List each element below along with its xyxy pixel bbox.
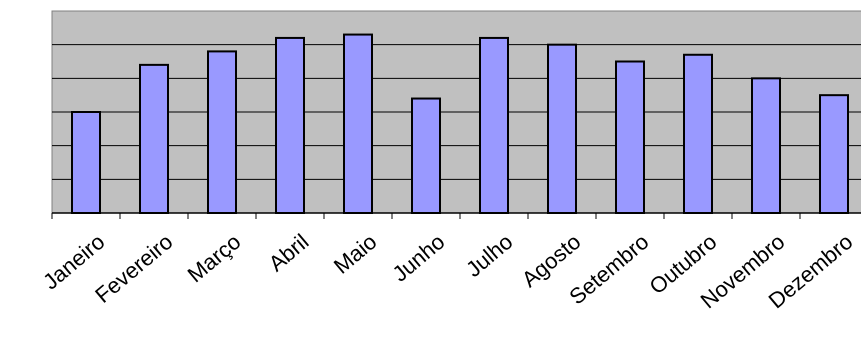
bar-julho bbox=[479, 36, 509, 214]
x-tick-label: Maio bbox=[329, 229, 382, 279]
bar-novembro bbox=[751, 77, 781, 215]
x-tick-label: Março bbox=[183, 229, 246, 287]
x-tick-label: Junho bbox=[388, 229, 450, 287]
x-tick-label: Julho bbox=[461, 229, 517, 282]
bar-outubro bbox=[683, 53, 713, 215]
x-tick-label: Abril bbox=[264, 229, 314, 276]
bar-abril bbox=[275, 36, 305, 214]
x-axis-ticks bbox=[51, 213, 801, 219]
bar-junho bbox=[411, 97, 441, 214]
bar-setembro bbox=[615, 60, 645, 214]
bar-janeiro bbox=[71, 111, 101, 214]
bars bbox=[71, 33, 849, 215]
bar-maio bbox=[343, 33, 373, 214]
gridlines bbox=[52, 44, 861, 180]
bar-março bbox=[207, 50, 237, 215]
bar-dezembro bbox=[819, 94, 849, 214]
bar-fevereiro bbox=[139, 63, 169, 214]
bar-agosto bbox=[547, 43, 577, 214]
